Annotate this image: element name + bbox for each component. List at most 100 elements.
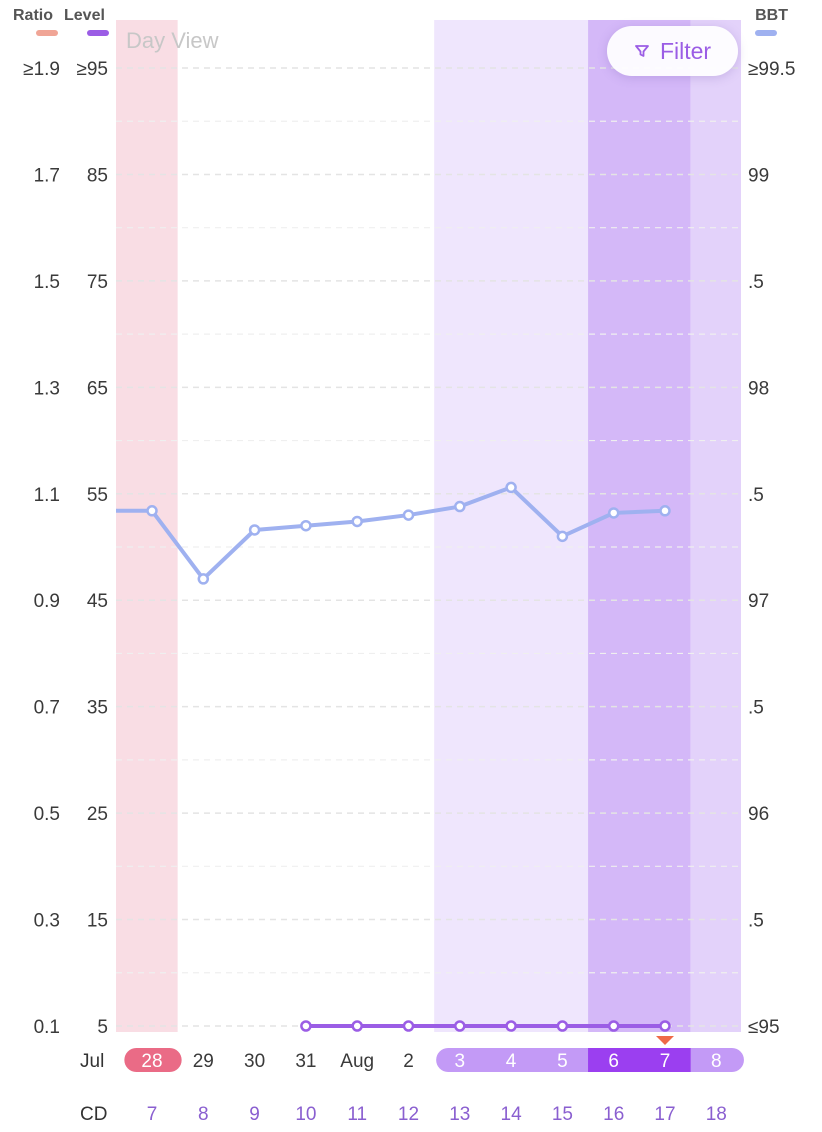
bbt-tick: 99 xyxy=(748,165,769,186)
level-tick: 75 xyxy=(87,272,108,293)
cycle-day-tick: 10 xyxy=(295,1104,316,1125)
data-point-bbt[interactable] xyxy=(248,524,261,536)
bbt-tick: .5 xyxy=(748,911,764,932)
legend-swatch-level xyxy=(87,30,109,36)
filter-button[interactable]: Filter xyxy=(607,26,738,76)
date-pill-period xyxy=(124,1048,182,1072)
date-tick[interactable]: 3 xyxy=(455,1051,466,1072)
level-tick: 45 xyxy=(87,591,108,612)
filter-icon xyxy=(634,43,650,59)
ratio-tick: 0.7 xyxy=(34,698,60,719)
cycle-day-tick: 17 xyxy=(654,1104,675,1125)
cycle-day-tick: 15 xyxy=(552,1104,573,1125)
level-tick: 55 xyxy=(87,485,108,506)
ratio-tick: 0.1 xyxy=(34,1017,60,1038)
band-peak xyxy=(588,20,691,1032)
band-fertile xyxy=(434,20,589,1032)
data-point-bbt[interactable] xyxy=(556,530,569,543)
bbt-tick: 96 xyxy=(748,804,769,825)
date-tick[interactable]: Aug xyxy=(340,1051,374,1072)
ratio-tick: 1.7 xyxy=(34,165,60,186)
cycle-day-tick: 16 xyxy=(603,1104,624,1125)
data-point-level[interactable] xyxy=(556,1020,569,1032)
data-point-level[interactable] xyxy=(454,1020,466,1032)
band-post_peak xyxy=(690,20,741,1032)
level-tick: 65 xyxy=(87,378,108,399)
band-period xyxy=(116,20,178,1032)
date-tick[interactable]: 6 xyxy=(608,1051,619,1072)
date-tick[interactable]: 7 xyxy=(660,1051,671,1072)
cycle-day-row-label: CD xyxy=(80,1104,107,1125)
data-point-level[interactable] xyxy=(659,1020,671,1032)
cycle-day-tick: 13 xyxy=(449,1104,470,1125)
legend-label-bbt: BBT xyxy=(755,7,788,24)
legend-label-ratio: Ratio xyxy=(13,7,53,24)
bbt-tick: ≥99.5 xyxy=(748,59,795,80)
ratio-tick: 0.3 xyxy=(34,911,60,932)
ratio-tick: 1.1 xyxy=(34,485,60,506)
level-tick: 15 xyxy=(87,911,108,932)
ratio-tick: 1.3 xyxy=(34,378,60,399)
data-point-bbt[interactable] xyxy=(402,509,415,521)
axis-ticks: ≥1.9 ≥95 ≥99.5 1.7 85 99 1.5 75 .5 1.3 65 98 1.1 55 .5… xyxy=(23,59,795,1038)
date-tick[interactable]: 30 xyxy=(244,1051,265,1072)
bbt-tick: 97 xyxy=(748,591,769,612)
level-tick: 5 xyxy=(97,1017,108,1038)
legend-label-level: Level xyxy=(64,7,105,24)
cycle-day-tick: 12 xyxy=(398,1104,419,1125)
level-tick: 85 xyxy=(87,165,108,186)
data-point-bbt[interactable] xyxy=(607,507,620,519)
level-tick: 35 xyxy=(87,698,108,719)
legend: Ratio Level BBT xyxy=(13,7,788,36)
cycle-day-tick: 7 xyxy=(147,1104,158,1125)
cycle-day-tick: 11 xyxy=(347,1104,367,1125)
date-pill-peak xyxy=(588,1048,691,1072)
data-point-bbt[interactable] xyxy=(659,505,671,517)
filter-label: Filter xyxy=(659,37,712,64)
data-point-level[interactable] xyxy=(300,1020,312,1032)
data-point-level[interactable] xyxy=(351,1020,363,1032)
gridlines xyxy=(116,67,741,1027)
data-point-bbt[interactable] xyxy=(146,505,158,517)
bbt-tick: .5 xyxy=(748,485,764,506)
ratio-tick: 1.5 xyxy=(34,272,60,293)
cycle-day-tick: 8 xyxy=(198,1104,209,1125)
data-point-bbt[interactable] xyxy=(197,573,210,585)
date-tick[interactable]: 8 xyxy=(711,1051,722,1072)
phase-bands xyxy=(116,20,741,1032)
date-tick[interactable]: 29 xyxy=(193,1051,214,1072)
data-point-bbt[interactable] xyxy=(351,515,363,528)
legend-swatch-bbt xyxy=(755,30,777,36)
month-label: Jul xyxy=(80,1051,104,1072)
bbt-tick: 98 xyxy=(748,378,769,399)
data-point-level[interactable] xyxy=(607,1020,620,1032)
series xyxy=(116,481,674,1045)
data-point-bbt[interactable] xyxy=(505,481,517,494)
date-tick[interactable]: 4 xyxy=(506,1051,517,1072)
bbt-tick: ≤95 xyxy=(748,1017,780,1038)
cycle-day-tick: 9 xyxy=(249,1104,260,1125)
today-marker-icon xyxy=(656,1036,674,1045)
bbt-tick: .5 xyxy=(748,272,764,293)
x-axis: Jul CD 28 29 30 31 Aug 2 3 4 5 6 7 8 7 8 9 10 11 12 13 14 15 16… xyxy=(80,1048,744,1125)
ratio-tick: ≥1.9 xyxy=(23,59,60,80)
data-point-level[interactable] xyxy=(505,1020,517,1032)
series-line-bbt xyxy=(116,485,666,581)
ratio-tick: 0.9 xyxy=(34,591,60,612)
bbt-tick: .5 xyxy=(748,698,764,719)
data-point-level[interactable] xyxy=(402,1020,415,1032)
view-title: Day View xyxy=(126,28,219,53)
legend-swatch-ratio xyxy=(36,30,58,36)
cycle-day-tick: 14 xyxy=(501,1104,523,1125)
data-point-bbt[interactable] xyxy=(454,500,466,513)
ratio-tick: 0.5 xyxy=(34,804,60,825)
date-tick[interactable]: 31 xyxy=(295,1051,316,1072)
level-tick: ≥95 xyxy=(76,59,108,80)
date-tick[interactable]: 5 xyxy=(557,1051,568,1072)
level-tick: 25 xyxy=(87,804,108,825)
date-tick[interactable]: 28 xyxy=(141,1051,162,1072)
cycle-day-tick: 18 xyxy=(706,1104,727,1125)
date-tick[interactable]: 2 xyxy=(403,1051,414,1072)
data-point-bbt[interactable] xyxy=(300,519,312,532)
